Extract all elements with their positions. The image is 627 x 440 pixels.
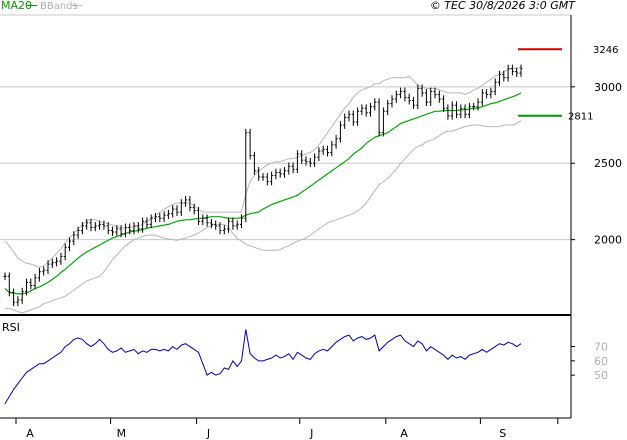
ma20-line-group xyxy=(4,92,522,295)
target-levels: 3246 2811 xyxy=(518,45,618,123)
rsi-line xyxy=(4,329,522,404)
rsi-y-tick-label: 50 xyxy=(594,369,608,382)
x-tick-label: J xyxy=(206,427,210,440)
x-tick-label: J xyxy=(309,427,313,440)
price-panel: 3246 2811 2000 2500 3000 xyxy=(0,14,622,314)
price-y-tick-label: 2000 xyxy=(594,234,622,247)
bbands-lower-line xyxy=(5,119,522,314)
price-y-tick-label: 2500 xyxy=(594,157,622,170)
x-tick-label: M xyxy=(117,427,127,440)
price-y-axis: 2000 2500 3000 xyxy=(571,81,622,247)
ma20-legend-label: MA20 xyxy=(1,0,32,12)
price-bars xyxy=(3,64,523,307)
ma20-line xyxy=(4,92,522,295)
price-gridlines xyxy=(0,14,571,241)
bbands-legend-label: BBands xyxy=(40,1,78,12)
target-level-down-label: 2811 xyxy=(568,112,593,123)
copyright-note: © TEC 30/8/2026 3:0 GMT xyxy=(430,0,576,12)
rsi-y-tick-label: 70 xyxy=(594,341,608,354)
x-tick-label: S xyxy=(499,427,506,440)
x-tick-label: A xyxy=(400,427,408,440)
rsi-line-group xyxy=(4,329,522,404)
rsi-panel-title: RSI xyxy=(2,321,20,334)
x-tick-label: A xyxy=(26,427,34,440)
target-level-up-label: 3246 xyxy=(593,45,618,56)
price-y-tick-label: 3000 xyxy=(594,81,622,94)
rsi-y-tick-label: 60 xyxy=(594,355,608,368)
